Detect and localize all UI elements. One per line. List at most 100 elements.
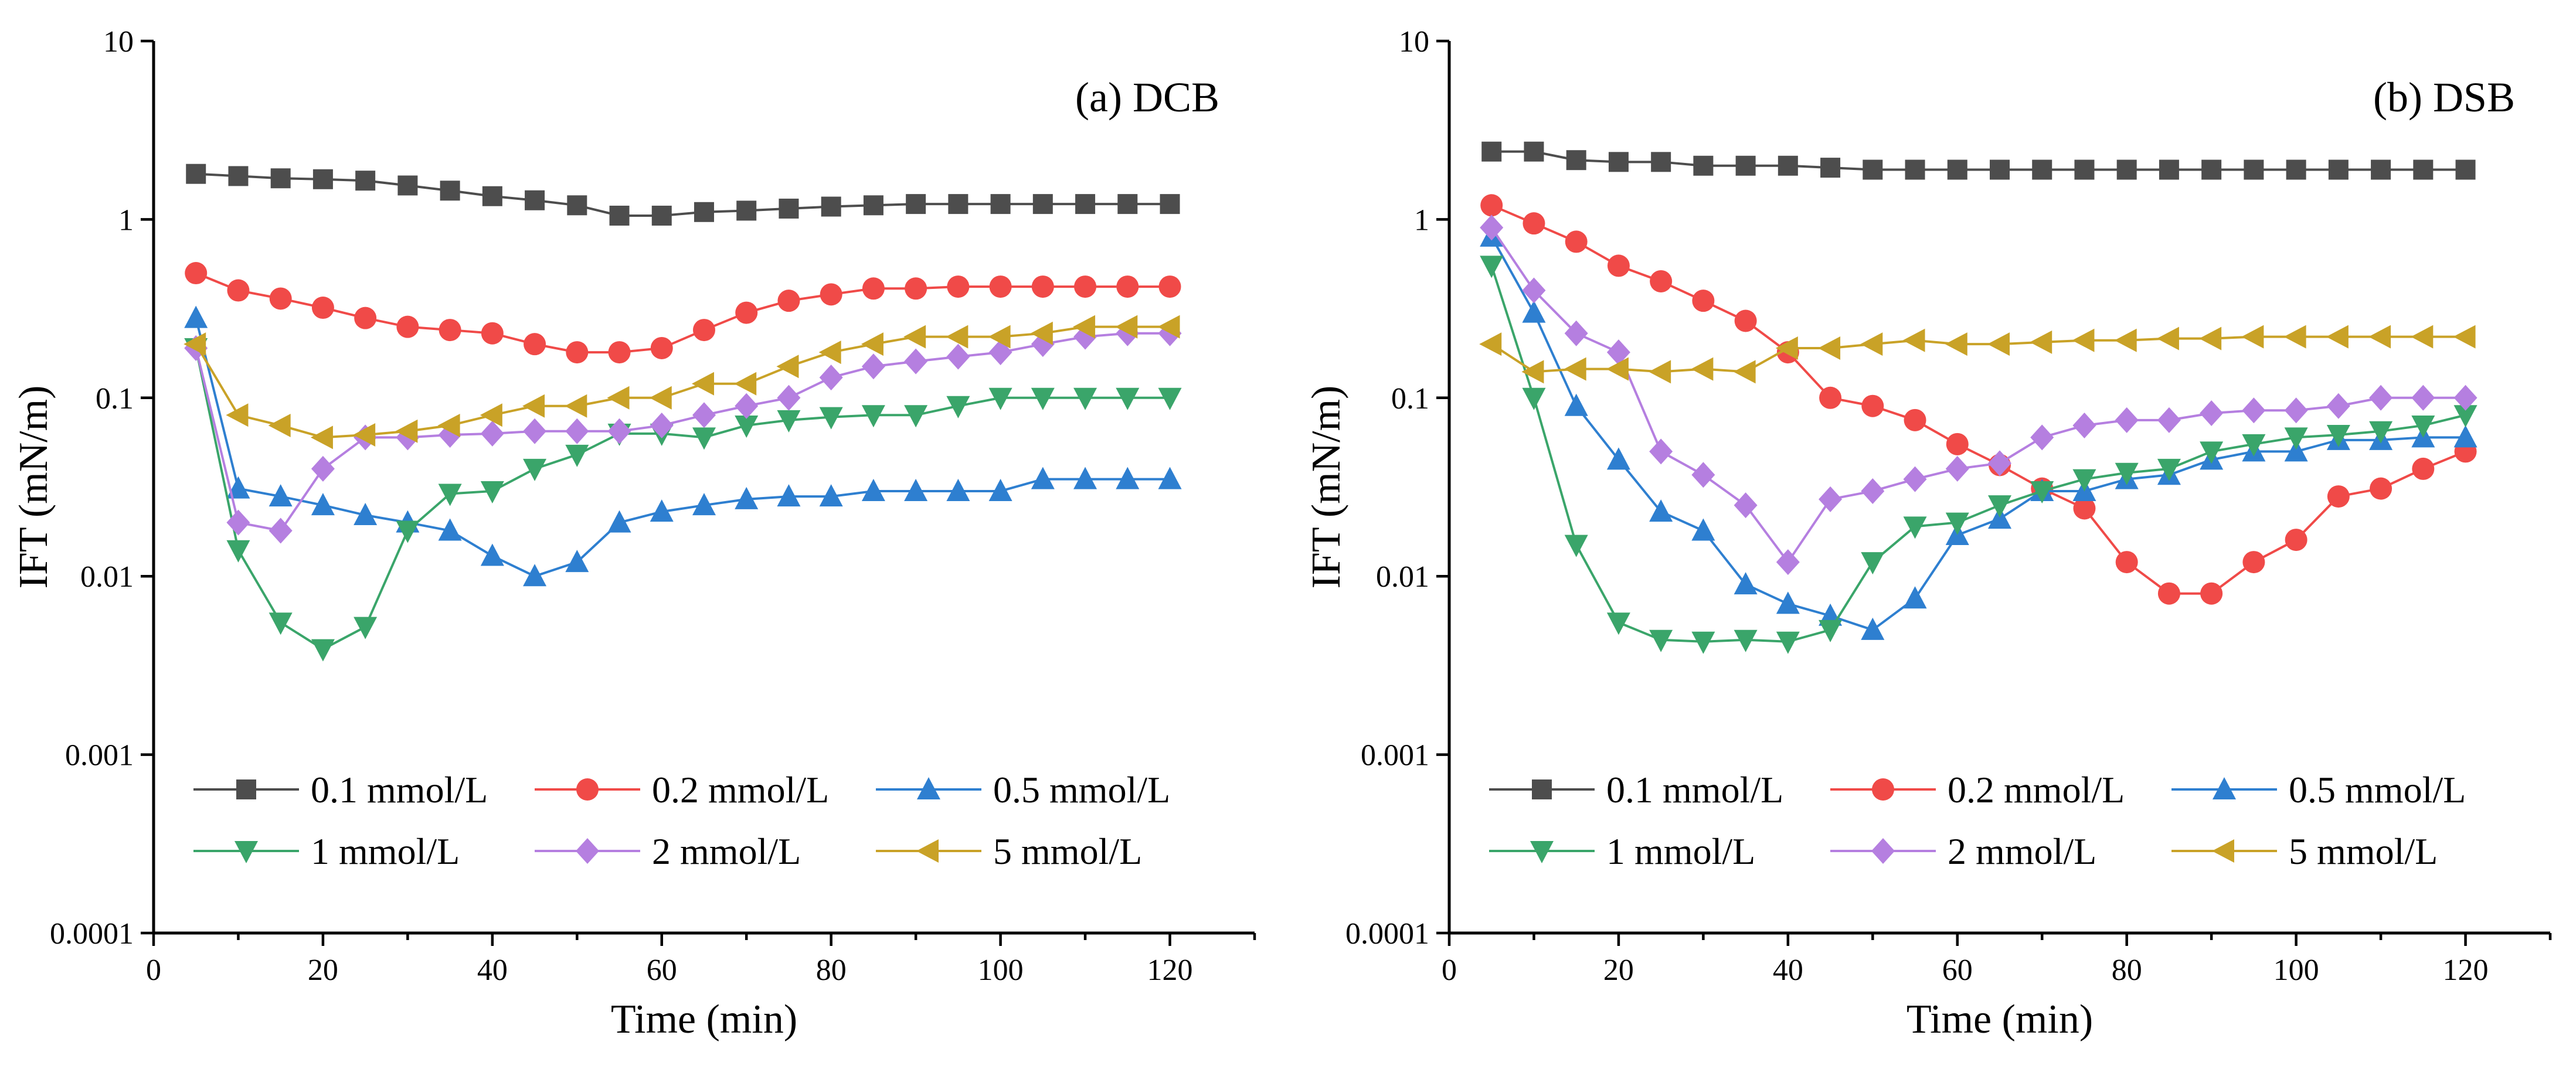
- data-point: [988, 478, 1012, 501]
- data-point: [2455, 159, 2476, 180]
- data-point: [1818, 336, 1841, 360]
- data-point: [693, 319, 715, 342]
- data-point: [1693, 155, 1714, 176]
- data-point: [735, 393, 759, 419]
- x-tick-label: 20: [1603, 954, 1634, 987]
- data-point: [1031, 467, 1055, 489]
- data-point: [2411, 415, 2435, 438]
- data-point: [1691, 518, 1715, 541]
- data-point: [990, 194, 1011, 215]
- data-point: [1158, 275, 1181, 298]
- series-line: [1490, 227, 2466, 564]
- panel-label: (a) DCB: [1075, 74, 1219, 121]
- data-point: [395, 419, 418, 443]
- data-point: [525, 190, 545, 210]
- data-point: [946, 396, 970, 418]
- data-point: [1158, 387, 1182, 410]
- series-1-mmol-l: [184, 338, 1182, 662]
- data-point: [228, 166, 249, 186]
- data-point: [565, 394, 587, 418]
- data-point: [311, 639, 335, 662]
- data-point: [947, 275, 970, 298]
- data-point: [1691, 462, 1715, 488]
- data-point: [777, 384, 801, 411]
- data-point: [1116, 275, 1139, 298]
- data-point: [226, 476, 250, 499]
- data-point: [1606, 339, 1630, 366]
- data-point: [608, 341, 631, 364]
- data-point: [2159, 159, 2179, 180]
- data-point: [735, 486, 759, 509]
- data-point: [439, 319, 461, 342]
- data-point: [2115, 462, 2139, 485]
- data-point: [482, 186, 502, 206]
- data-point: [734, 372, 757, 396]
- data-point: [1073, 315, 1096, 339]
- data-point: [650, 412, 674, 438]
- data-point: [1073, 467, 1097, 489]
- x-tick-label: 100: [978, 954, 1024, 987]
- x-tick-label: 40: [477, 954, 508, 987]
- legend-marker: [576, 838, 599, 864]
- data-point: [184, 305, 208, 328]
- data-point: [312, 169, 333, 189]
- legend-marker: [2212, 839, 2234, 863]
- data-point: [186, 164, 206, 184]
- data-point: [2326, 393, 2350, 419]
- data-point: [1860, 332, 1883, 356]
- data-point: [1734, 572, 1758, 595]
- data-point: [607, 418, 631, 444]
- legend-marker: [1871, 838, 1895, 864]
- data-point: [522, 394, 545, 418]
- data-point: [270, 168, 291, 189]
- legend-item: 1 mmol/L: [193, 830, 460, 872]
- data-point: [1820, 158, 1841, 178]
- data-point: [736, 200, 757, 221]
- legend-marker: [917, 777, 940, 799]
- x-tick-label: 120: [2443, 954, 2489, 987]
- y-tick-label: 0.01: [1376, 560, 1429, 594]
- data-point: [1735, 155, 1756, 176]
- data-point: [2286, 159, 2306, 180]
- data-point: [2114, 328, 2137, 352]
- series-line: [195, 318, 1170, 578]
- data-point: [2326, 424, 2350, 447]
- data-point: [1775, 336, 1798, 360]
- data-point: [1987, 332, 2010, 356]
- legend-marker: [236, 779, 256, 799]
- data-point: [1903, 516, 1927, 539]
- data-point: [2370, 477, 2393, 500]
- data-point: [777, 484, 801, 507]
- data-point: [861, 353, 885, 380]
- y-tick-label: 0.1: [1391, 382, 1429, 416]
- data-point: [1946, 433, 1969, 455]
- data-point: [2030, 424, 2054, 451]
- legend-item: 0.5 mmol/L: [876, 769, 1170, 811]
- data-point: [1606, 447, 1630, 470]
- legend-item: 5 mmol/L: [2171, 830, 2438, 872]
- legend-marker: [1532, 779, 1552, 799]
- x-tick-label: 20: [308, 954, 338, 987]
- data-point: [1945, 512, 1969, 535]
- legend-item: 2 mmol/L: [1830, 830, 2096, 872]
- series-0-1-mmol-l: [1481, 141, 2476, 180]
- data-point: [649, 386, 672, 410]
- series-0-2-mmol-l: [185, 262, 1181, 364]
- legend-item: 1 mmol/L: [1489, 830, 1755, 872]
- data-point: [904, 348, 928, 375]
- data-point: [819, 365, 843, 391]
- legend-label: 0.1 mmol/L: [1606, 769, 1783, 811]
- data-point: [692, 427, 716, 450]
- data-point: [1776, 591, 1800, 614]
- data-point: [2074, 159, 2095, 180]
- data-point: [2242, 551, 2265, 574]
- data-point: [1116, 387, 1140, 410]
- legend-label: 0.1 mmol/L: [311, 769, 488, 811]
- data-point: [396, 520, 420, 543]
- data-point: [650, 336, 673, 359]
- data-point: [1691, 631, 1715, 654]
- series-line: [1491, 335, 2466, 373]
- data-point: [1990, 159, 2010, 180]
- data-point: [397, 175, 418, 196]
- data-point: [1819, 619, 1843, 642]
